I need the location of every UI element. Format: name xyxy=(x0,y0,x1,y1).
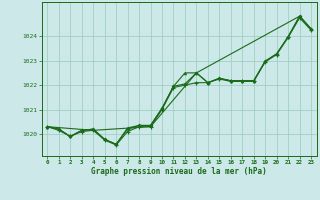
X-axis label: Graphe pression niveau de la mer (hPa): Graphe pression niveau de la mer (hPa) xyxy=(91,167,267,176)
